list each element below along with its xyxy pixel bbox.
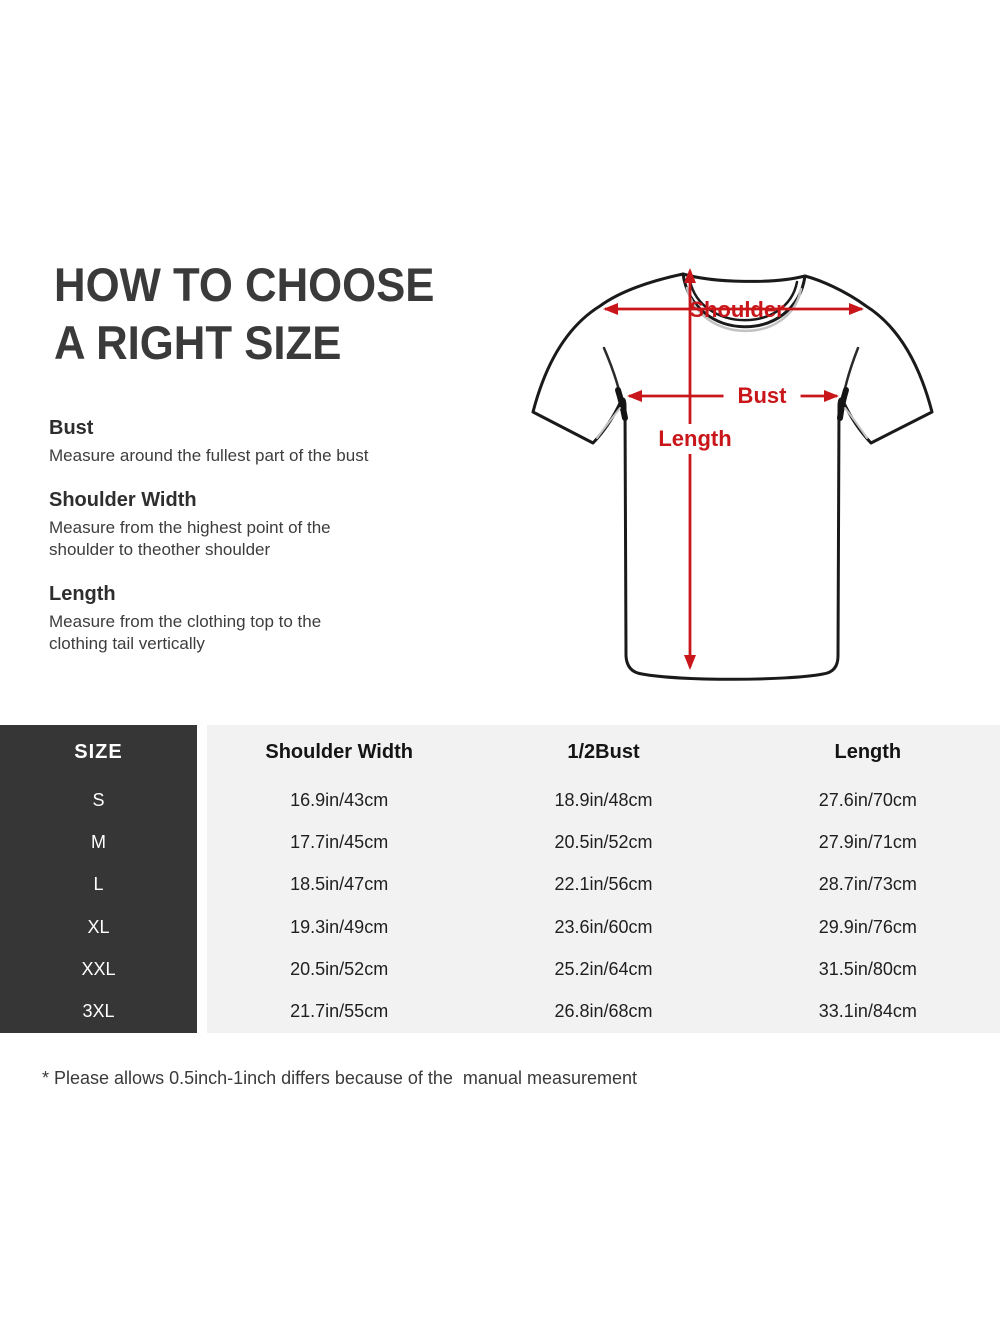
table-row-3xl: 3XL 21.7in/55cm 26.8in/68cm 33.1in/84cm bbox=[0, 990, 1000, 1033]
bust-measure-label: Bust bbox=[723, 382, 801, 410]
shoulder-width-cell: 18.5in/47cm bbox=[207, 863, 472, 906]
column-gap bbox=[197, 821, 207, 864]
instruction-length-text-line-1: Measure from the clothing top to the bbox=[49, 612, 322, 631]
length-cell: 33.1in/84cm bbox=[735, 990, 1000, 1033]
column-gap bbox=[197, 779, 207, 822]
table-row-s: S 16.9in/43cm 18.9in/48cm 27.6in/70cm bbox=[0, 779, 1000, 822]
shoulder-measure-label: Shoulder bbox=[689, 297, 785, 322]
page-title-line-2: A RIGHT SIZE bbox=[54, 316, 342, 369]
header-length: Length bbox=[735, 725, 1000, 779]
instruction-length-text-line-2: clothing tail vertically bbox=[49, 634, 205, 653]
size-cell: XXL bbox=[0, 948, 197, 991]
size-cell: L bbox=[0, 863, 197, 906]
tshirt-outline-drawing bbox=[531, 268, 934, 681]
size-cell: M bbox=[0, 821, 197, 864]
instruction-bust-heading: Bust bbox=[49, 417, 94, 439]
instruction-shoulder-width-text-line-2: shoulder to theother shoulder bbox=[49, 540, 271, 559]
shoulder-width-cell: 19.3in/49cm bbox=[207, 905, 472, 949]
instruction-shoulder-width: Shoulder Width Measure from the highest … bbox=[49, 489, 479, 561]
size-cell: 3XL bbox=[0, 990, 197, 1033]
header-size: SIZE bbox=[0, 725, 197, 779]
measurement-disclaimer: * Please allows 0.5inch-1inch differs be… bbox=[42, 1068, 638, 1088]
instruction-bust-text: Measure around the fullest part of the b… bbox=[49, 446, 369, 465]
table-row-xxl: XXL 20.5in/52cm 25.2in/64cm 31.5in/80cm bbox=[0, 948, 1000, 991]
instruction-shoulder-width-text-line-1: Measure from the highest point of the bbox=[49, 518, 331, 537]
length-cell: 31.5in/80cm bbox=[735, 948, 1000, 991]
table-row-l: L 18.5in/47cm 22.1in/56cm 28.7in/73cm bbox=[0, 863, 1000, 906]
length-cell: 29.9in/76cm bbox=[735, 905, 1000, 949]
length-cell: 27.9in/71cm bbox=[735, 821, 1000, 864]
length-cell: 27.6in/70cm bbox=[735, 779, 1000, 822]
length-arrowhead-bottom-icon bbox=[684, 655, 696, 670]
size-cell: S bbox=[0, 779, 197, 822]
column-gap bbox=[197, 990, 207, 1033]
table-row-m: M 17.7in/45cm 20.5in/52cm 27.9in/71cm bbox=[0, 821, 1000, 864]
shoulder-width-cell: 17.7in/45cm bbox=[207, 821, 472, 864]
instruction-length-heading: Length bbox=[49, 583, 116, 605]
bust-arrowhead-left-icon bbox=[627, 390, 642, 402]
shoulder-arrowhead-left-icon bbox=[603, 303, 618, 315]
tshirt-measurement-diagram: Shoulder Bust Length bbox=[500, 240, 960, 690]
arrow-heads bbox=[603, 268, 864, 670]
half-bust-cell: 25.2in/64cm bbox=[471, 948, 736, 991]
underarm-seams bbox=[596, 346, 868, 439]
half-bust-cell: 23.6in/60cm bbox=[471, 905, 736, 949]
instruction-bust: Bust Measure around the fullest part of … bbox=[49, 417, 479, 467]
measuring-instructions: Bust Measure around the fullest part of … bbox=[49, 417, 479, 677]
table-header-row: SIZE Shoulder Width 1/2Bust Length bbox=[0, 725, 1000, 779]
length-arrowhead-top-icon bbox=[684, 268, 696, 283]
header-half-bust: 1/2Bust bbox=[471, 725, 736, 779]
page-title-line-1: HOW TO CHOOSE bbox=[54, 258, 435, 311]
tshirt-body-outline bbox=[531, 272, 934, 681]
shoulder-arrowhead-right-icon bbox=[849, 303, 864, 315]
bust-arrowhead-right-icon bbox=[824, 390, 839, 402]
instruction-length: Length Measure from the clothing top to … bbox=[49, 583, 479, 655]
table-row-xl: XL 19.3in/49cm 23.6in/60cm 29.9in/76cm bbox=[0, 905, 1000, 949]
page-title: HOW TO CHOOSE A RIGHT SIZE bbox=[54, 256, 434, 372]
half-bust-cell: 22.1in/56cm bbox=[471, 863, 736, 906]
length-measure-label: Length bbox=[650, 424, 740, 454]
column-gap bbox=[197, 863, 207, 906]
size-chart-table: SIZE Shoulder Width 1/2Bust Length S 16.… bbox=[0, 725, 1000, 1033]
shoulder-width-cell: 20.5in/52cm bbox=[207, 948, 472, 991]
shoulder-width-cell: 21.7in/55cm bbox=[207, 990, 472, 1033]
column-gap bbox=[197, 905, 207, 949]
shoulder-width-cell: 16.9in/43cm bbox=[207, 779, 472, 822]
half-bust-cell: 20.5in/52cm bbox=[471, 821, 736, 864]
instruction-shoulder-width-heading: Shoulder Width bbox=[49, 489, 197, 511]
collar bbox=[681, 272, 807, 333]
length-cell: 28.7in/73cm bbox=[735, 863, 1000, 906]
size-cell: XL bbox=[0, 905, 197, 949]
half-bust-cell: 18.9in/48cm bbox=[471, 779, 736, 822]
half-bust-cell: 26.8in/68cm bbox=[471, 990, 736, 1033]
header-shoulder-width: Shoulder Width bbox=[207, 725, 472, 779]
column-gap bbox=[197, 948, 207, 991]
column-gap bbox=[197, 725, 207, 779]
